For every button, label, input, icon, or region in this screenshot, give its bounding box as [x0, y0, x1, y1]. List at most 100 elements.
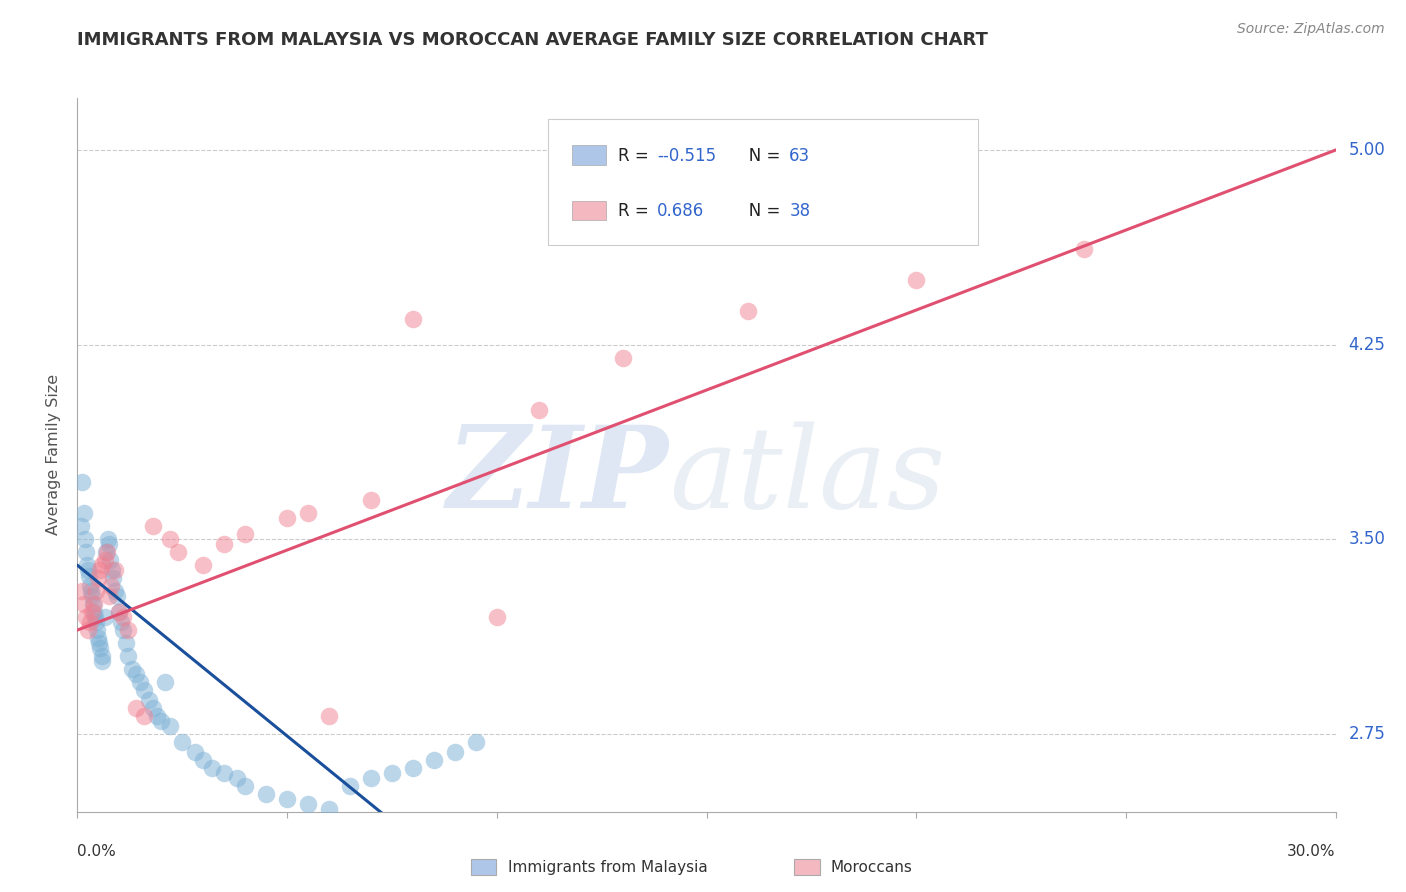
Point [121, 662, 143, 676]
Y-axis label: Average Family Size: Average Family Size [46, 375, 62, 535]
Point [464, 734, 486, 748]
Text: Immigrants from Malaysia: Immigrants from Malaysia [508, 860, 707, 874]
Point [104, 584, 127, 599]
Point [117, 623, 139, 637]
Point [254, 787, 277, 801]
Point [297, 506, 319, 520]
Point [142, 701, 165, 715]
Point [76, 563, 98, 577]
Point [83, 605, 105, 619]
Text: R =: R = [617, 147, 654, 165]
Point [87, 571, 110, 585]
Point [381, 765, 404, 780]
Point [86, 623, 108, 637]
Text: 63: 63 [789, 147, 810, 165]
Point [101, 571, 124, 585]
Text: 38: 38 [789, 202, 810, 220]
Point [87, 631, 110, 645]
Point [89, 563, 111, 577]
Point [444, 745, 467, 759]
Text: 3.50: 3.50 [1348, 530, 1385, 549]
Point [297, 797, 319, 811]
Point [80, 590, 103, 604]
Point [167, 545, 190, 559]
Text: 4.25: 4.25 [1348, 335, 1385, 353]
Point [142, 519, 165, 533]
Text: atlas: atlas [669, 421, 945, 532]
Point [485, 610, 508, 624]
Point [97, 590, 120, 604]
Point [70, 584, 93, 599]
Point [76, 623, 98, 637]
Point [110, 615, 132, 630]
Point [105, 590, 128, 604]
Point [276, 511, 298, 525]
Point [360, 771, 382, 785]
Point [129, 675, 152, 690]
Point [905, 273, 928, 287]
Point [77, 568, 100, 582]
Point [82, 597, 104, 611]
Text: R =: R = [617, 202, 654, 220]
Text: IMMIGRANTS FROM MALAYSIA VS MOROCCAN AVERAGE FAMILY SIZE CORRELATION CHART: IMMIGRANTS FROM MALAYSIA VS MOROCCAN AVE… [77, 31, 988, 49]
Point [69, 519, 91, 533]
Point [79, 579, 101, 593]
Point [104, 563, 127, 577]
Point [73, 533, 96, 547]
Point [76, 558, 98, 573]
Point [100, 563, 122, 577]
Point [93, 610, 115, 624]
Point [84, 610, 107, 624]
Point [172, 734, 194, 748]
Point [125, 667, 148, 681]
Point [98, 553, 121, 567]
Point [318, 802, 340, 816]
Point [402, 761, 425, 775]
Text: ZIP: ZIP [447, 421, 669, 532]
Text: 0.0%: 0.0% [77, 844, 117, 859]
Text: Moroccans: Moroccans [831, 860, 912, 874]
Point [134, 708, 156, 723]
Point [233, 527, 256, 541]
Point [84, 584, 107, 599]
Point [402, 311, 425, 326]
Point [117, 648, 139, 663]
Point [318, 708, 340, 723]
Point [100, 579, 122, 593]
Point [94, 545, 117, 559]
Point [138, 693, 160, 707]
Point [79, 615, 101, 630]
Point [89, 636, 111, 650]
Point [184, 745, 207, 759]
Text: 0.686: 0.686 [657, 202, 704, 220]
Point [146, 708, 169, 723]
Point [527, 402, 550, 417]
Text: --0.515: --0.515 [657, 147, 716, 165]
Point [276, 791, 298, 805]
Text: 30.0%: 30.0% [1288, 844, 1336, 859]
Point [114, 636, 136, 650]
Point [108, 605, 131, 619]
Point [423, 753, 446, 767]
Point [134, 682, 156, 697]
Point [91, 654, 114, 668]
Point [339, 779, 361, 793]
Point [155, 675, 177, 690]
Point [80, 605, 103, 619]
Point [737, 304, 759, 318]
Point [89, 641, 111, 656]
Point [72, 475, 94, 490]
Point [1073, 242, 1095, 256]
Point [191, 753, 215, 767]
Point [75, 610, 97, 624]
Point [83, 597, 105, 611]
Text: 5.00: 5.00 [1348, 141, 1385, 159]
Text: Source: ZipAtlas.com: Source: ZipAtlas.com [1237, 22, 1385, 37]
Point [72, 597, 94, 611]
Point [159, 719, 181, 733]
Point [200, 761, 222, 775]
Point [96, 533, 118, 547]
Point [91, 558, 114, 573]
Text: 2.75: 2.75 [1348, 725, 1385, 743]
Point [150, 714, 173, 728]
